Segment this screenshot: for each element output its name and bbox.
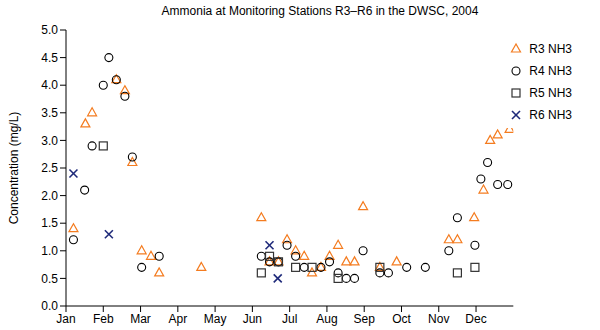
svg-text:4.0: 4.0 xyxy=(41,78,58,92)
svg-text:Apr: Apr xyxy=(168,312,187,326)
svg-text:0.0: 0.0 xyxy=(41,299,58,313)
svg-text:2.0: 2.0 xyxy=(41,189,58,203)
svg-text:1.0: 1.0 xyxy=(41,244,58,258)
svg-text:Mar: Mar xyxy=(130,312,151,326)
svg-text:0.5: 0.5 xyxy=(41,272,58,286)
svg-text:May: May xyxy=(204,312,227,326)
svg-text:Aug: Aug xyxy=(316,312,337,326)
svg-text:Jan: Jan xyxy=(56,312,75,326)
svg-text:3.5: 3.5 xyxy=(41,106,58,120)
svg-text:4.5: 4.5 xyxy=(41,51,58,65)
svg-text:Concentration (mg/L): Concentration (mg/L) xyxy=(8,112,21,225)
svg-text:Sep: Sep xyxy=(354,312,376,326)
svg-text:5.0: 5.0 xyxy=(41,23,58,37)
svg-text:Jun: Jun xyxy=(243,312,262,326)
svg-text:Nov: Nov xyxy=(428,312,449,326)
svg-text:2.5: 2.5 xyxy=(41,161,58,175)
svg-text:3.0: 3.0 xyxy=(41,134,58,148)
html-text:R5 NH3: R5 NH3 xyxy=(529,86,572,100)
html-text:R6 NH3: R6 NH3 xyxy=(529,108,572,122)
html-text:R4 NH3: R4 NH3 xyxy=(529,64,572,78)
svg-text:Dec: Dec xyxy=(465,312,486,326)
svg-text:Oct: Oct xyxy=(392,312,411,326)
svg-text:1.5: 1.5 xyxy=(41,216,58,230)
svg-text:Feb: Feb xyxy=(93,312,114,326)
svg-text:Jul: Jul xyxy=(282,312,297,326)
html-text:R3 NH3: R3 NH3 xyxy=(529,42,572,56)
html-text:Ammonia at Monitoring Stations: Ammonia at Monitoring Stations R3–R6 in … xyxy=(161,4,479,18)
